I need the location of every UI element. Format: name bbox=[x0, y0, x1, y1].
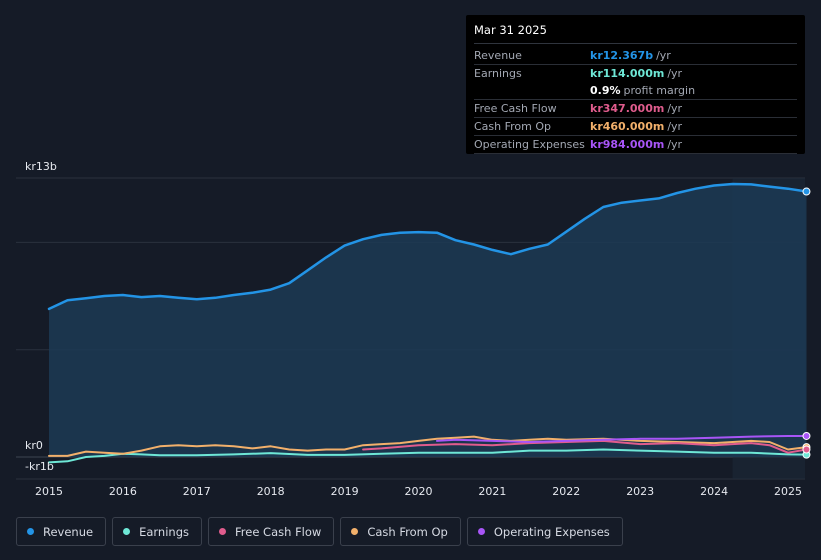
tooltip-value: kr984.000m bbox=[590, 138, 665, 151]
tooltip-row-cash-from-op: Cash From Op kr460.000m /yr bbox=[474, 118, 797, 136]
tooltip-unit: /yr bbox=[667, 67, 683, 80]
tooltip-unit: /yr bbox=[656, 49, 671, 62]
legend-item-cash-from-op[interactable]: Cash From Op bbox=[340, 517, 461, 546]
y-axis-label: -kr1b bbox=[25, 460, 54, 473]
legend-dot-icon bbox=[27, 528, 34, 535]
tooltip-value: kr12.367b bbox=[590, 49, 654, 62]
legend-item-earnings[interactable]: Earnings bbox=[112, 517, 202, 546]
tooltip-label: Free Cash Flow bbox=[474, 102, 557, 115]
y-axis-label: kr0 bbox=[25, 439, 43, 452]
revenue-area bbox=[49, 184, 807, 457]
legend-item-revenue[interactable]: Revenue bbox=[16, 517, 107, 546]
legend-dot-icon bbox=[351, 528, 359, 535]
y-axis-label: kr13b bbox=[25, 160, 57, 173]
tooltip-label: Cash From Op bbox=[474, 120, 552, 133]
legend-label: Free Cash Flow bbox=[235, 524, 322, 539]
legend-dot-icon bbox=[477, 528, 485, 535]
legend-label: Revenue bbox=[43, 524, 94, 539]
tooltip-value: 0.9% bbox=[590, 84, 621, 97]
x-tick-label: 2025 bbox=[774, 485, 802, 498]
tooltip-date: Mar 31 2025 bbox=[474, 23, 797, 44]
legend-dot-icon bbox=[219, 528, 226, 535]
series-layer bbox=[47, 182, 808, 464]
end-markers bbox=[802, 187, 811, 459]
tooltip-row-earnings: Earnings kr114.000m /yr bbox=[474, 65, 797, 82]
tooltip-unit: /yr bbox=[667, 120, 683, 133]
operating-expenses-end-marker bbox=[802, 431, 811, 440]
x-tick-label: 2018 bbox=[257, 485, 285, 498]
free-cash-flow-line bbox=[362, 439, 808, 454]
free-cash-flow-end-marker bbox=[802, 445, 811, 454]
tooltip-value: kr114.000m bbox=[590, 67, 665, 80]
tooltip-unit: /yr bbox=[667, 102, 683, 115]
x-tick-label: 2024 bbox=[700, 485, 728, 498]
x-tick-label: 2020 bbox=[405, 485, 433, 498]
legend-item-operating-expenses[interactable]: Operating Expenses bbox=[466, 517, 623, 546]
x-tick-label: 2022 bbox=[552, 485, 580, 498]
legend: Revenue Earnings Free Cash Flow Cash Fro… bbox=[16, 517, 629, 546]
tooltip-unit: /yr bbox=[667, 138, 683, 151]
revenue-end-marker bbox=[802, 187, 811, 196]
x-tick-label: 2015 bbox=[35, 485, 63, 498]
revenue-line bbox=[47, 182, 808, 311]
legend-label: Earnings bbox=[139, 524, 189, 539]
x-tick-label: 2023 bbox=[626, 485, 654, 498]
tooltip-value: kr460.000m bbox=[590, 120, 665, 133]
x-tick-label: 2017 bbox=[183, 485, 211, 498]
legend-label: Operating Expenses bbox=[493, 524, 610, 539]
tooltip-unit: profit margin bbox=[623, 84, 696, 97]
y-axis-labels: kr13b kr0 -kr1b bbox=[25, 160, 57, 473]
legend-dot-icon bbox=[123, 528, 131, 535]
tooltip-row-free-cash-flow: Free Cash Flow kr347.000m /yr bbox=[474, 100, 797, 118]
tooltip-label: Operating Expenses bbox=[474, 138, 585, 151]
cash-from-op-line bbox=[48, 435, 808, 457]
tooltip-row-profit-margin: 0.9% profit margin bbox=[474, 82, 797, 100]
legend-label: Cash From Op bbox=[367, 524, 448, 539]
x-axis-ticks: 2015 2016 2017 2018 2019 2020 2021 2022 2023 2024… bbox=[35, 485, 802, 498]
tooltip-row-revenue: Revenue kr12.367b /yr bbox=[474, 47, 797, 65]
operating-expenses-line bbox=[436, 435, 808, 443]
tooltip-label: Revenue bbox=[474, 49, 522, 62]
tooltip-label: Earnings bbox=[474, 67, 522, 80]
x-tick-label: 2016 bbox=[109, 485, 137, 498]
tooltip-value: kr347.000m bbox=[590, 102, 665, 115]
legend-item-free-cash-flow[interactable]: Free Cash Flow bbox=[208, 517, 335, 546]
x-tick-label: 2021 bbox=[478, 485, 506, 498]
tooltip-row-operating-expenses: Operating Expenses kr984.000m /yr bbox=[474, 136, 797, 154]
data-tooltip: Mar 31 2025 Revenue kr12.367b /yr Earnin… bbox=[466, 15, 805, 154]
x-tick-label: 2019 bbox=[331, 485, 359, 498]
